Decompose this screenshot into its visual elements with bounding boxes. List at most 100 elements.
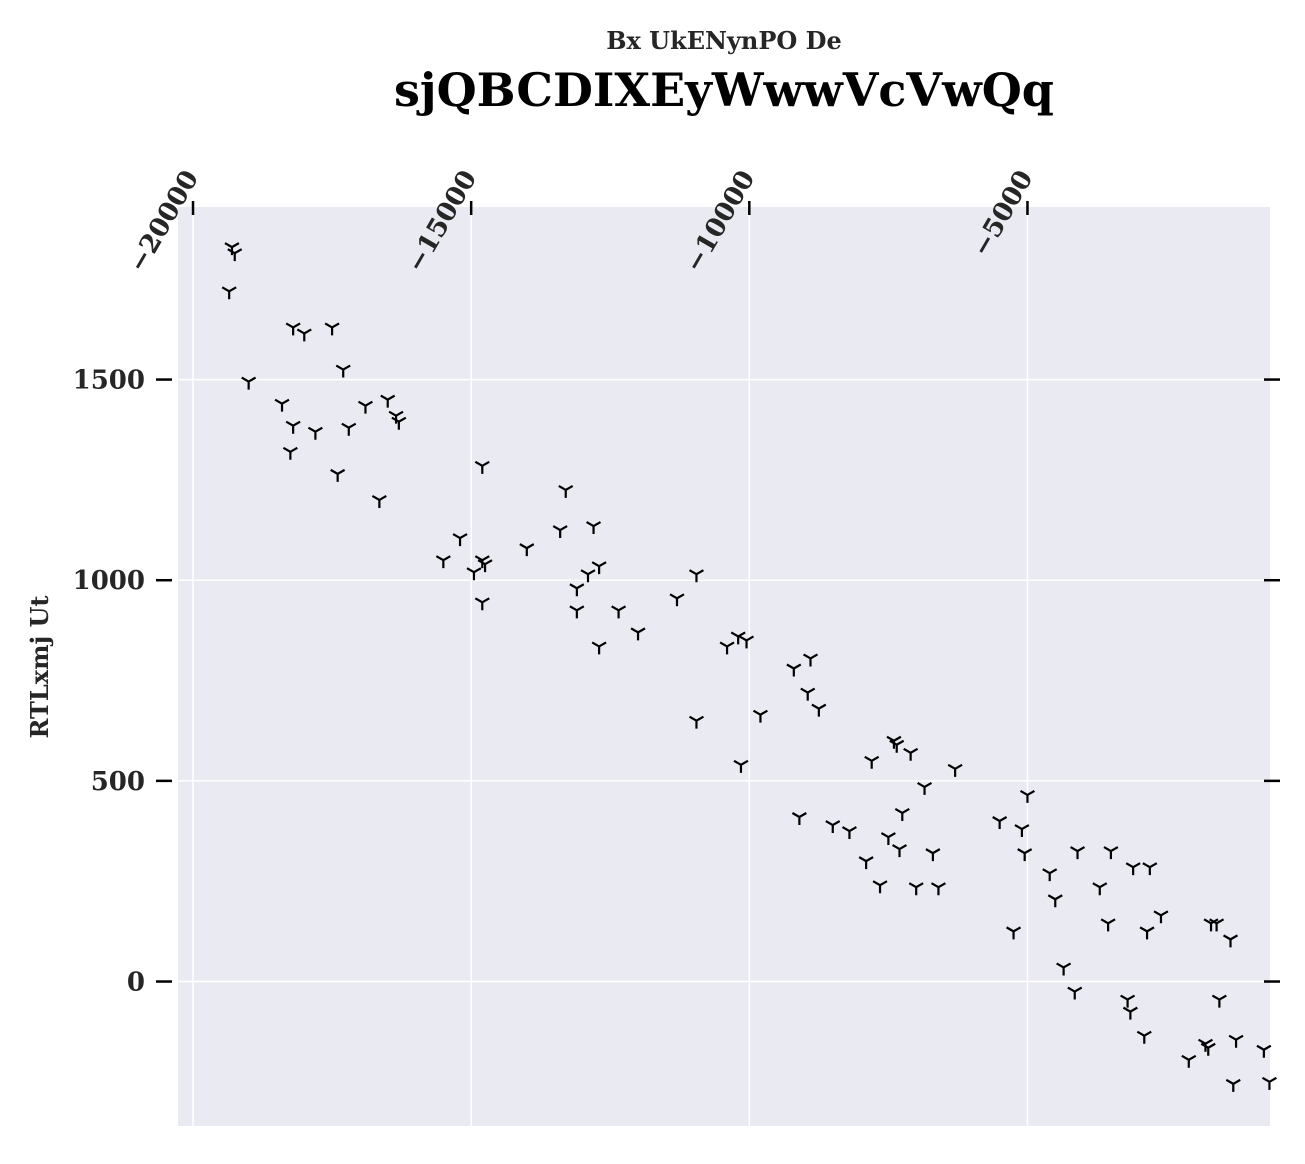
scatter-point [227, 248, 243, 262]
scatter-point [466, 567, 482, 581]
scatter-point [630, 627, 646, 641]
scatter-point [802, 653, 819, 667]
scatter-point [558, 484, 574, 498]
scatter-point [841, 826, 857, 840]
scatter-point [1256, 1044, 1272, 1058]
scatter-point [947, 763, 963, 777]
scatter-point [335, 364, 351, 378]
scatter-point [730, 631, 746, 645]
scatter-point [786, 663, 802, 677]
scatter-point [274, 398, 290, 412]
scatter-point [552, 525, 568, 539]
scatter-point [1209, 918, 1225, 932]
scatter-point [1153, 910, 1169, 924]
scatter-point [1181, 1054, 1197, 1068]
scatter-point [474, 460, 490, 474]
scatter-point [1211, 994, 1227, 1008]
scatter-point [791, 812, 807, 825]
scatter-point [307, 426, 323, 440]
data-points [221, 242, 1277, 1092]
scatter-point [1139, 926, 1155, 940]
scatter-point [669, 593, 685, 607]
scatter-point [1122, 1006, 1138, 1020]
scatter-point [285, 322, 301, 336]
scatter-point [474, 597, 490, 611]
scatter-point [1225, 1078, 1241, 1092]
scatter-point [800, 687, 816, 701]
scatter-point [992, 816, 1008, 830]
scatter-point [285, 420, 301, 434]
scatter-point [880, 832, 896, 846]
scatter-point [452, 533, 468, 547]
scatter-point [1103, 846, 1119, 860]
scatter-point [752, 709, 768, 723]
scatter-point [1070, 846, 1086, 860]
scatter-point [925, 848, 941, 862]
scatter-point [1222, 934, 1239, 948]
scatter-point [739, 635, 755, 649]
scatter-point [1142, 862, 1158, 876]
scatter-point [894, 808, 910, 821]
scatter-point [825, 820, 841, 834]
scatter-point [858, 856, 874, 870]
scatter-point [435, 555, 451, 569]
scatter-point [917, 781, 933, 795]
scatter-point [357, 400, 373, 414]
scatter-point [591, 641, 607, 655]
y-tick-label: 1000 [73, 566, 145, 596]
scatter-point [892, 844, 908, 858]
scatter-point [1047, 894, 1063, 908]
scatter-point [580, 569, 596, 583]
y-axis-label: RTLxmj Ut [25, 595, 54, 738]
scatter-point [1019, 789, 1035, 803]
scatter-point [380, 394, 396, 408]
scatter-point [1120, 994, 1136, 1008]
scatter-point [1261, 1076, 1277, 1090]
scatter-point [241, 376, 257, 390]
scatter-point [1014, 824, 1030, 838]
scatter-point [1067, 986, 1083, 1000]
chart-title: sjQBCDIXEyWwwVcVwQq [394, 63, 1054, 117]
y-tick-label: 1500 [73, 366, 145, 396]
scatter-point [1136, 1030, 1152, 1044]
scatter-point [282, 446, 298, 460]
scatter-point [811, 703, 827, 717]
scatter-point [221, 286, 237, 300]
scatter-point [930, 882, 946, 896]
scatter-point [586, 521, 602, 535]
scatter-point [1092, 882, 1108, 896]
y-tick-label: 500 [91, 767, 145, 797]
scatter-point [1042, 868, 1058, 882]
grid-lines [178, 207, 1270, 1126]
scatter-point [569, 605, 585, 619]
scatter-point [1056, 962, 1072, 976]
scatter-point [519, 543, 535, 557]
scatter-point [296, 328, 312, 342]
scatter-point [324, 322, 340, 336]
scatter-point [391, 416, 407, 430]
scatter-point [569, 583, 585, 597]
chart-subtitle: Bx UkENynPO De [606, 26, 842, 55]
scatter-point [330, 468, 346, 482]
scatter-point [688, 715, 704, 729]
scatter-point [872, 880, 888, 894]
scatter-point [341, 422, 357, 436]
scatter-point [591, 561, 607, 575]
scatter-point [611, 605, 627, 619]
plot-area [178, 207, 1270, 1126]
scatter-point [1006, 926, 1022, 940]
scatter-point [371, 495, 387, 508]
scatter-point [733, 759, 749, 773]
scatter-point [1228, 1034, 1244, 1048]
scatter-point [719, 641, 735, 655]
scatter-point [864, 755, 880, 769]
scatter-point [889, 739, 905, 753]
scatter-point [1100, 918, 1116, 932]
scatter-point [477, 559, 493, 573]
scatter-point [908, 882, 924, 896]
scatter-point [1017, 848, 1033, 862]
y-tick-label: 0 [127, 968, 145, 998]
scatter-point [1125, 862, 1141, 876]
